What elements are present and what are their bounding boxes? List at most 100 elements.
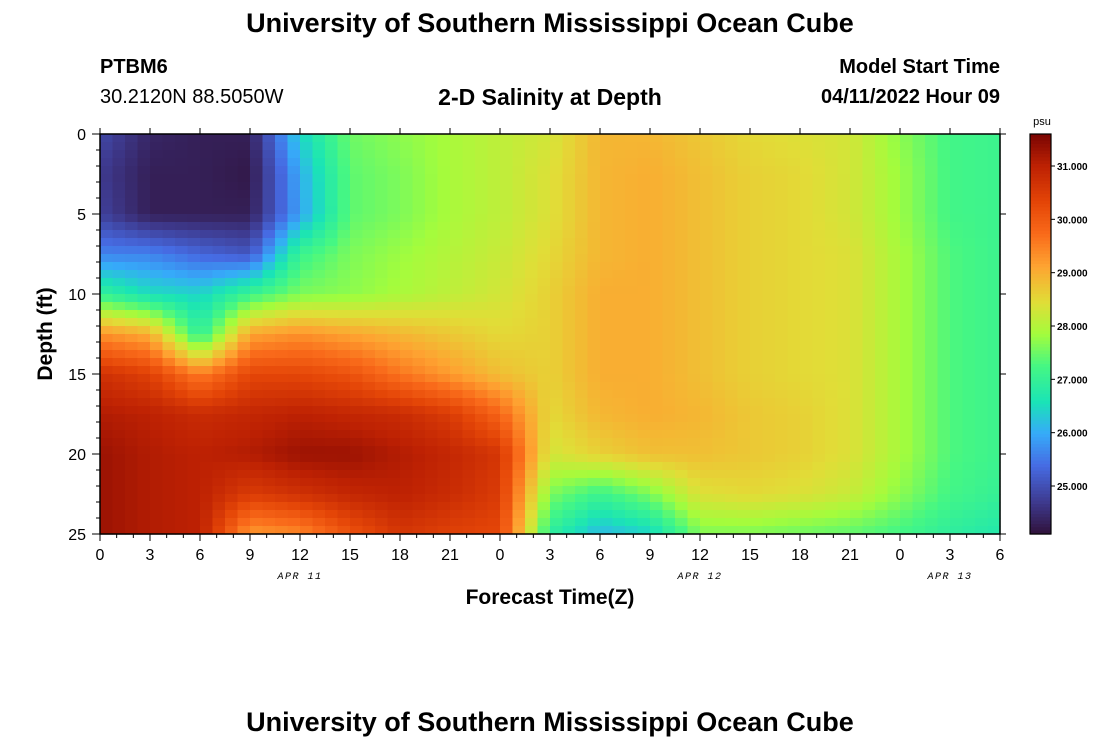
heatmap-cell: [537, 478, 551, 487]
heatmap-cell: [475, 374, 489, 383]
heatmap-cell: [800, 374, 814, 383]
heatmap-cell: [712, 494, 726, 503]
heatmap-cell: [912, 222, 926, 231]
heatmap-cell: [525, 230, 539, 239]
heatmap-cell: [650, 350, 664, 359]
heatmap-cell: [512, 262, 526, 271]
heatmap-cell: [325, 334, 339, 343]
heatmap-cell: [912, 182, 926, 191]
heatmap-cell: [862, 174, 876, 183]
heatmap-cell: [762, 326, 776, 335]
heatmap-cell: [337, 502, 351, 511]
heatmap-cell: [800, 174, 814, 183]
heatmap-cell: [312, 390, 326, 399]
heatmap-cell: [900, 438, 914, 447]
heatmap-cell: [400, 246, 414, 255]
heatmap-cell: [462, 246, 476, 255]
heatmap-cell: [675, 430, 689, 439]
heatmap-cell: [325, 278, 339, 287]
heatmap-cell: [200, 270, 214, 279]
heatmap-cell: [425, 190, 439, 199]
heatmap-cell: [625, 526, 639, 535]
heatmap-cell: [537, 406, 551, 415]
heatmap-cell: [887, 214, 901, 223]
heatmap-cell: [262, 486, 276, 495]
heatmap-cell: [300, 318, 314, 327]
heatmap-cell: [362, 294, 376, 303]
heatmap-cell: [737, 246, 751, 255]
heatmap-cell: [725, 398, 739, 407]
heatmap-cell: [900, 262, 914, 271]
heatmap-cell: [112, 510, 126, 519]
heatmap-cell: [150, 182, 164, 191]
heatmap-cell: [937, 422, 951, 431]
heatmap-cell: [825, 270, 839, 279]
heatmap-cell: [287, 270, 301, 279]
heatmap-cell: [412, 166, 426, 175]
heatmap-cell: [487, 318, 501, 327]
heatmap-cell: [437, 382, 451, 391]
heatmap-cell: [425, 174, 439, 183]
heatmap-cell: [262, 350, 276, 359]
heatmap-cell: [975, 406, 989, 415]
heatmap-cell: [687, 214, 701, 223]
heatmap-cell: [825, 294, 839, 303]
heatmap-cell: [337, 238, 351, 247]
heatmap-cell: [137, 350, 151, 359]
heatmap-cell: [350, 230, 364, 239]
colorbar-segment: [1030, 154, 1051, 158]
heatmap-cell: [412, 278, 426, 287]
heatmap-cell: [200, 302, 214, 311]
heatmap-cell: [250, 286, 264, 295]
heatmap-cell: [950, 318, 964, 327]
heatmap-cell: [137, 198, 151, 207]
heatmap-cell: [237, 398, 251, 407]
heatmap-cell: [750, 462, 764, 471]
heatmap-cell: [800, 454, 814, 463]
heatmap-cell: [200, 134, 214, 143]
colorbar-segment: [1030, 404, 1051, 408]
heatmap-cell: [262, 526, 276, 535]
heatmap-cell: [387, 390, 401, 399]
heatmap-cell: [975, 174, 989, 183]
colorbar-segment: [1030, 504, 1051, 508]
heatmap-cell: [287, 182, 301, 191]
heatmap-cell: [150, 382, 164, 391]
heatmap-cell: [650, 438, 664, 447]
heatmap-cell: [937, 406, 951, 415]
heatmap-cell: [275, 270, 289, 279]
heatmap-cell: [737, 238, 751, 247]
heatmap-cell: [925, 358, 939, 367]
heatmap-cell: [275, 454, 289, 463]
heatmap-cell: [887, 486, 901, 495]
heatmap-cell: [650, 342, 664, 351]
heatmap-cell: [850, 502, 864, 511]
heatmap-cell: [325, 310, 339, 319]
heatmap-cell: [812, 334, 826, 343]
heatmap-cell: [700, 286, 714, 295]
heatmap-cell: [200, 430, 214, 439]
heatmap-cell: [987, 374, 1001, 383]
heatmap-cell: [925, 222, 939, 231]
heatmap-cell: [712, 510, 726, 519]
heatmap-cell: [425, 182, 439, 191]
heatmap-cell: [137, 406, 151, 415]
heatmap-cell: [562, 350, 576, 359]
heatmap-cell: [500, 526, 514, 535]
heatmap-cell: [650, 262, 664, 271]
heatmap-cell: [237, 214, 251, 223]
heatmap-cell: [200, 150, 214, 159]
heatmap-cell: [975, 510, 989, 519]
heatmap-cell: [937, 214, 951, 223]
heatmap-cell: [125, 502, 139, 511]
heatmap-cell: [725, 462, 739, 471]
heatmap-cell: [362, 382, 376, 391]
heatmap-cell: [675, 166, 689, 175]
heatmap-cell: [462, 286, 476, 295]
heatmap-cell: [812, 198, 826, 207]
heatmap-cell: [725, 438, 739, 447]
heatmap-cell: [562, 374, 576, 383]
heatmap-cell: [325, 478, 339, 487]
heatmap-cell: [562, 526, 576, 535]
heatmap-cell: [225, 430, 239, 439]
